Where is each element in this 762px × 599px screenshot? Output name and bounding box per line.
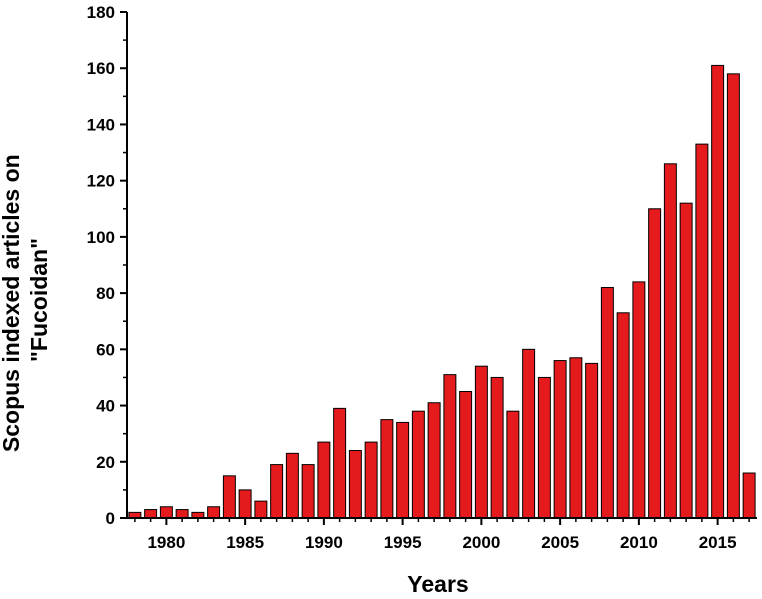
bar-1998 bbox=[443, 374, 457, 519]
x-tick-label: 2000 bbox=[462, 533, 500, 552]
bar-1996 bbox=[411, 410, 425, 519]
x-tick-label: 1995 bbox=[384, 533, 422, 552]
y-tick-label: 80 bbox=[96, 284, 115, 303]
bar-2011 bbox=[648, 208, 662, 519]
bar-1992 bbox=[348, 450, 362, 519]
bar-1989 bbox=[301, 464, 315, 519]
y-tick-label: 0 bbox=[106, 509, 115, 528]
bar-1981 bbox=[175, 509, 189, 519]
bar-1990 bbox=[317, 441, 331, 519]
x-tick-label: 2015 bbox=[699, 533, 737, 552]
y-tick-label: 140 bbox=[87, 115, 115, 134]
bar-2004 bbox=[537, 376, 551, 519]
y-tick-label: 20 bbox=[96, 453, 115, 472]
y-tick-label: 40 bbox=[96, 397, 115, 416]
y-tick-label: 180 bbox=[87, 3, 115, 22]
bar-2014 bbox=[695, 143, 709, 519]
x-axis-title: Years bbox=[407, 571, 468, 597]
bar-2010 bbox=[632, 281, 646, 519]
y-tick-label: 120 bbox=[87, 172, 115, 191]
y-axis-title: Scopus indexed articles on "Fucoidan" bbox=[0, 148, 52, 452]
bar-2015 bbox=[711, 64, 725, 519]
y-tick-label: 60 bbox=[96, 340, 115, 359]
bar-2000 bbox=[474, 365, 488, 519]
y-tick-label: 160 bbox=[87, 59, 115, 78]
bar-1986 bbox=[254, 500, 268, 519]
bar-1995 bbox=[396, 421, 410, 519]
x-tick-label: 1985 bbox=[226, 533, 264, 552]
x-tick-label: 2010 bbox=[620, 533, 658, 552]
y-axis-title-line-2: "Fucoidan" bbox=[26, 238, 52, 362]
x-tick-label: 1980 bbox=[147, 533, 185, 552]
bar-2009 bbox=[616, 312, 630, 519]
bar-1983 bbox=[207, 506, 221, 519]
bar-2005 bbox=[553, 360, 567, 519]
bar-1993 bbox=[364, 441, 378, 519]
bar-1985 bbox=[238, 489, 252, 519]
bar-2006 bbox=[569, 357, 583, 519]
bar-1980 bbox=[159, 506, 173, 519]
x-ticks-group: 1980 1985 1990 1995 2000 2005 2010 2015 bbox=[134, 518, 750, 552]
bar-2003 bbox=[522, 348, 536, 519]
bar-1997 bbox=[427, 402, 441, 519]
bar-2013 bbox=[679, 202, 693, 519]
bar-1988 bbox=[285, 452, 299, 519]
bar-2007 bbox=[585, 362, 599, 519]
bar-1999 bbox=[459, 391, 473, 519]
x-tick-label: 1990 bbox=[305, 533, 343, 552]
x-tick-label: 2005 bbox=[541, 533, 579, 552]
bar-1987 bbox=[270, 464, 284, 519]
bar-1994 bbox=[380, 419, 394, 519]
bar-1991 bbox=[333, 407, 347, 519]
bar-2017 bbox=[742, 472, 756, 519]
bar-2002 bbox=[506, 410, 520, 519]
y-axis-title-line-1: Scopus indexed articles on bbox=[0, 154, 24, 452]
bar-2001 bbox=[490, 376, 504, 519]
bar-2016 bbox=[726, 73, 740, 519]
bar-1984 bbox=[222, 475, 236, 519]
bars-group bbox=[128, 64, 756, 519]
bar-2012 bbox=[663, 163, 677, 519]
y-tick-label: 100 bbox=[87, 228, 115, 247]
bar-1979 bbox=[144, 509, 158, 519]
bar-2008 bbox=[600, 286, 614, 519]
axes-group bbox=[126, 12, 757, 519]
y-ticks-group: 0 20 40 60 80 100 120 140 160 180 bbox=[87, 3, 127, 528]
